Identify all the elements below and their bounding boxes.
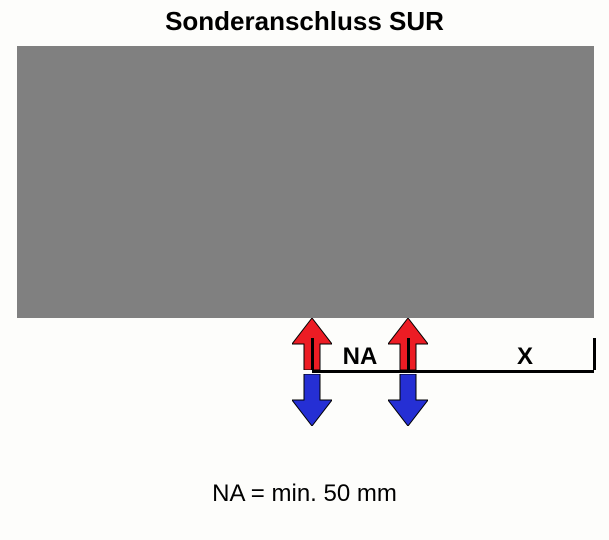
label-na: NA [340,343,380,371]
dimension-tick [311,338,314,370]
dimension-tick [593,338,596,370]
diagram-title: Sonderanschluss SUR [0,6,609,37]
radiator-body [17,46,594,318]
dimension-tick [407,338,410,370]
footer-note: NA = min. 50 mm [0,480,609,508]
flow-arrow-down [388,374,428,431]
label-x: X [510,343,540,371]
flow-arrow-down [292,374,332,431]
